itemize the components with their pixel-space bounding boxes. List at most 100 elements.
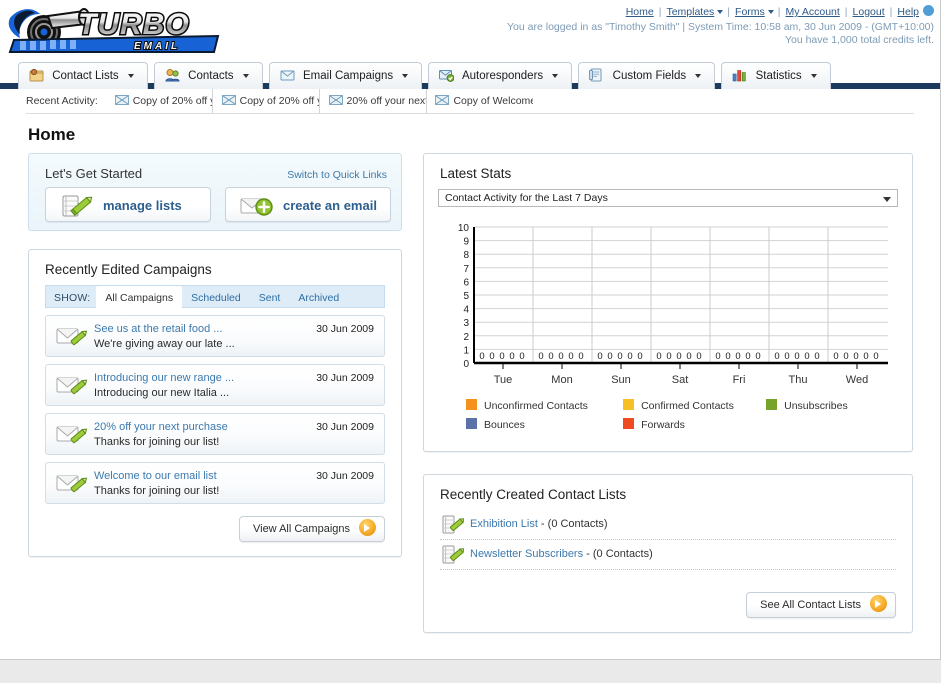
lets-get-started-panel: Let's Get Started Switch to Quick Links <box>28 153 402 231</box>
recent-activity-item[interactable]: 20% off your next <box>328 89 427 114</box>
envelope-icon <box>435 95 450 106</box>
svg-text:6: 6 <box>463 277 469 288</box>
contact-activity-chart: 10 9 8 7 6 5 4 3 2 1 0 <box>438 221 898 393</box>
legend-swatch-icon <box>623 399 635 410</box>
campaign-date: 30 Jun 2009 <box>316 421 374 433</box>
filter-scheduled[interactable]: Scheduled <box>191 292 241 304</box>
campaign-title: Welcome to our email list <box>94 470 217 482</box>
recently-created-contact-lists-panel: Recently Created Contact Lists Exhibitio… <box>423 474 913 633</box>
svg-text:5: 5 <box>463 291 469 302</box>
legend-label: Unconfirmed Contacts <box>484 400 588 412</box>
campaign-desc: We're giving away our late ... <box>94 338 235 350</box>
tab-contact-lists[interactable]: Contact Lists <box>18 62 148 89</box>
svg-text:Sun: Sun <box>611 374 631 386</box>
tab-autoresponders[interactable]: Autoresponders <box>428 62 573 89</box>
user-session-info: You are logged in as "Timothy Smith" | S… <box>507 21 934 47</box>
recently-edited-campaigns-title: Recently Edited Campaigns <box>45 262 212 277</box>
contact-list-row[interactable]: Newsletter Subscribers - (0 Contacts) <box>440 540 896 570</box>
svg-text:0: 0 <box>656 351 661 362</box>
tab-label: Autoresponders <box>461 70 544 82</box>
svg-text:Sat: Sat <box>672 374 689 386</box>
tab-label: Email Campaigns <box>303 70 394 82</box>
chevron-down-icon <box>242 73 249 78</box>
page-body: TURBO EMAIL Home | Templates | Forms | My Acco… <box>0 0 941 660</box>
campaign-row[interactable]: Welcome to our email list Thanks for joi… <box>45 462 385 504</box>
svg-text:0: 0 <box>814 351 819 362</box>
campaign-date: 30 Jun 2009 <box>316 470 374 482</box>
stats-range-select[interactable]: Contact Activity for the Last 7 Days <box>438 189 898 207</box>
campaign-date: 30 Jun 2009 <box>316 372 374 384</box>
latest-stats-panel: Latest Stats Contact Activity for the La… <box>423 153 913 452</box>
divider: | <box>844 6 848 18</box>
tab-statistics[interactable]: Statistics <box>721 62 831 89</box>
see-all-contact-lists-button[interactable]: See All Contact Lists <box>746 592 896 618</box>
svg-text:0: 0 <box>745 351 750 362</box>
campaign-row[interactable]: Introducing our new range ... Introducin… <box>45 364 385 406</box>
campaign-row[interactable]: 20% off your next purchase Thanks for jo… <box>45 413 385 455</box>
manage-lists-button[interactable]: manage lists <box>45 187 211 222</box>
right-column: Latest Stats Contact Activity for the La… <box>423 153 913 633</box>
chevron-down-icon <box>883 197 891 202</box>
turbo-email-logo[interactable]: TURBO EMAIL <box>6 2 228 58</box>
switch-to-quick-links[interactable]: Switch to Quick Links <box>287 169 387 181</box>
svg-text:0: 0 <box>548 351 553 362</box>
tab-email-campaigns[interactable]: Email Campaigns <box>268 62 423 89</box>
create-an-email-label: create an email <box>283 198 377 213</box>
help-dot-icon[interactable] <box>923 5 934 16</box>
contact-list-text: Newsletter Subscribers - (0 Contacts) <box>470 548 653 560</box>
view-all-campaigns-button[interactable]: View All Campaigns <box>238 516 385 542</box>
page-title: Home <box>28 125 76 144</box>
filter-sent[interactable]: Sent <box>258 292 281 304</box>
campaign-title: 20% off your next purchase <box>94 421 228 433</box>
topnav-link-help[interactable]: Help <box>897 6 919 18</box>
topnav-link-my-account[interactable]: My Account <box>785 6 840 18</box>
content-area: Let's Get Started Switch to Quick Links <box>0 153 940 659</box>
topnav-link-templates[interactable]: Templates <box>666 6 715 18</box>
contact-list-count: - (0 Contacts) <box>583 548 653 560</box>
topnav-link-forms[interactable]: Forms <box>735 6 765 18</box>
tab-label: Custom Fields <box>612 70 687 82</box>
chevron-down-icon <box>402 73 409 78</box>
divider <box>26 113 914 114</box>
svg-text:0: 0 <box>863 351 868 362</box>
chevron-down-icon <box>127 73 134 78</box>
contacts-icon <box>165 66 180 82</box>
svg-text:EMAIL: EMAIL <box>134 41 180 52</box>
stats-range-value: Contact Activity for the Last 7 Days <box>445 192 608 204</box>
contact-list-link[interactable]: Exhibition List <box>470 518 538 530</box>
legend-swatch-icon <box>766 399 778 410</box>
divider: | <box>658 6 662 18</box>
logged-in-text: You are logged in as "Timothy Smith" | S… <box>507 21 934 33</box>
recent-activity-item[interactable]: Copy of 20% off yo <box>221 89 320 114</box>
topnav-link-logout[interactable]: Logout <box>852 6 885 18</box>
edit-email-icon <box>56 325 90 349</box>
svg-text:10: 10 <box>458 223 470 234</box>
filter-archived[interactable]: Archived <box>298 292 340 304</box>
legend-label: Bounces <box>484 419 525 431</box>
main-tab-bar: Contact Lists Contacts Email Campaigns A… <box>0 62 940 89</box>
svg-text:3: 3 <box>463 318 469 329</box>
contact-list-link[interactable]: Newsletter Subscribers <box>470 548 584 560</box>
credits-text: You have 1,000 total credits left. <box>784 34 934 46</box>
svg-text:7: 7 <box>463 264 469 275</box>
recent-activity-item[interactable]: Copy of Welcome to <box>435 89 533 113</box>
tab-custom-fields[interactable]: Custom Fields <box>578 62 716 89</box>
campaign-row[interactable]: See us at the retail food ... We're givi… <box>45 315 385 357</box>
svg-text:0: 0 <box>853 351 858 362</box>
recent-activity-item[interactable]: Copy of 20% off yo <box>114 89 213 114</box>
legend-label: Confirmed Contacts <box>641 400 734 412</box>
svg-text:0: 0 <box>617 351 622 362</box>
lets-get-started-title: Let's Get Started <box>45 166 143 181</box>
topnav-link-home[interactable]: Home <box>625 6 654 18</box>
arrow-right-icon <box>359 519 376 536</box>
tab-contacts[interactable]: Contacts <box>153 62 263 89</box>
contact-list-row[interactable]: Exhibition List - (0 Contacts) <box>440 510 896 540</box>
legend-label: Forwards <box>641 419 685 431</box>
create-an-email-button[interactable]: create an email <box>225 187 391 222</box>
edit-email-icon <box>56 472 90 496</box>
legend-row: Bounces Forwards <box>466 418 912 437</box>
legend-swatch-icon <box>466 399 477 410</box>
chevron-down-icon <box>717 10 724 15</box>
filter-all-campaigns[interactable]: All Campaigns <box>96 286 183 310</box>
